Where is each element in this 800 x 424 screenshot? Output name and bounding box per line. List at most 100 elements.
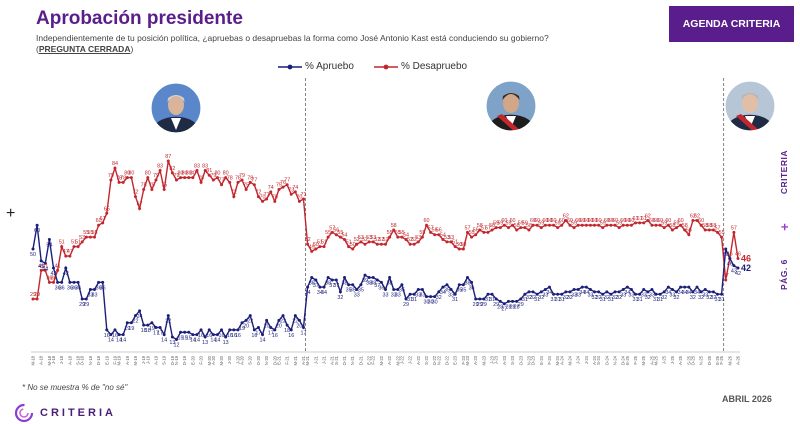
desapruebo-label-164: 58 xyxy=(702,223,708,229)
desapruebo-point-10 xyxy=(72,245,76,249)
apruebo-label-141: 31 xyxy=(608,297,614,303)
apruebo-label-13: 29 xyxy=(83,302,89,308)
apruebo-label-89: 33 xyxy=(395,292,401,298)
apruebo-label-135: 34 xyxy=(583,290,589,296)
desapruebo-label-149: 61 xyxy=(641,216,647,222)
apruebo-label-62: 18 xyxy=(284,328,290,334)
apruebo-point-27 xyxy=(142,323,146,327)
x-tick-label-6: S-18 xyxy=(76,355,81,365)
desapruebo-point-109 xyxy=(478,228,482,232)
apruebo-label-40: 14 xyxy=(194,338,200,344)
apruebo-point-167 xyxy=(716,292,720,296)
apruebo-point-90 xyxy=(400,283,404,287)
desapruebo-label-15: 55 xyxy=(91,230,97,236)
apruebo-label-132: 33 xyxy=(571,292,577,298)
desapruebo-point-96 xyxy=(424,223,428,227)
apruebo-label-3: 44 xyxy=(42,266,48,272)
apruebo-label-125: 33 xyxy=(542,292,548,298)
apruebo-point-99 xyxy=(437,290,441,294)
desapruebo-label-141: 60 xyxy=(608,218,614,224)
desapruebo-label-5: 36 xyxy=(50,275,56,281)
portrait-1-icon xyxy=(150,82,202,134)
desapruebo-point-99 xyxy=(437,233,441,237)
desapruebo-label-30: 79 xyxy=(153,173,159,179)
desapruebo-point-114 xyxy=(498,226,502,230)
apruebo-point-30 xyxy=(154,326,158,330)
x-tick-label-43: O-21 xyxy=(342,355,347,365)
x-tick-label-54: S-22 xyxy=(424,355,429,365)
desapruebo-point-93 xyxy=(412,242,416,246)
apruebo-label-127: 31 xyxy=(551,297,557,303)
apruebo-point-64 xyxy=(293,314,297,318)
desapruebo-label-75: 55 xyxy=(337,230,343,236)
apruebo-label-92: 31 xyxy=(407,297,413,303)
apruebo-label-10: 36 xyxy=(71,285,77,291)
apruebo-point-45 xyxy=(215,333,219,337)
desapruebo-label-23: 80 xyxy=(124,171,130,177)
desapruebo-label-65: 70 xyxy=(296,194,302,200)
apruebo-point-133 xyxy=(576,287,580,291)
desapruebo-label-36: 80 xyxy=(178,171,184,177)
apruebo-point-54 xyxy=(252,328,256,332)
apruebo-label-172: 42 xyxy=(735,271,741,277)
apruebo-point-160 xyxy=(687,285,691,289)
desapruebo-label-121: 58 xyxy=(526,223,532,229)
x-tick-label-96: M-26 xyxy=(727,355,732,365)
apruebo-point-50 xyxy=(236,328,240,332)
x-tick-label-20: N-19 xyxy=(174,355,179,365)
x-tick-label-41: A-21 xyxy=(330,355,335,365)
apruebo-point-146 xyxy=(629,287,633,291)
desapruebo-label-146: 60 xyxy=(628,218,634,224)
agenda-criteria-badge[interactable]: AGENDA CRITERIA xyxy=(669,6,794,42)
x-tick-label-79: O-24 xyxy=(604,355,609,365)
desapruebo-point-163 xyxy=(699,223,703,227)
desapruebo-point-146 xyxy=(629,223,633,227)
desapruebo-point-81 xyxy=(363,242,367,246)
x-tick-label-80: N-24 xyxy=(613,355,618,365)
apruebo-point-108 xyxy=(474,297,478,301)
apruebo-label-42: 13 xyxy=(202,340,208,346)
apruebo-label-36: 15 xyxy=(178,335,184,341)
apruebo-label-57: 20 xyxy=(264,323,270,329)
apruebo-label-34: 13 xyxy=(169,340,175,346)
apruebo-point-67 xyxy=(306,285,310,289)
desapruebo-point-57 xyxy=(265,197,269,201)
desapruebo-label-172: 46 xyxy=(735,252,741,258)
desapruebo-label-22: 78 xyxy=(120,175,126,181)
desapruebo-label-103: 51 xyxy=(452,240,458,246)
apruebo-point-1 xyxy=(35,223,39,227)
apruebo-point-4 xyxy=(47,237,51,241)
desapruebo-label-93: 52 xyxy=(411,237,417,243)
desapruebo-point-115 xyxy=(502,223,506,227)
desapruebo-label-47: 80 xyxy=(223,171,229,177)
subtitle-text: Independientemente de tu posición políti… xyxy=(36,33,549,43)
desapruebo-point-152 xyxy=(654,223,658,227)
apruebo-point-57 xyxy=(265,318,269,322)
apruebo-point-148 xyxy=(638,292,642,296)
x-tick-label-84: M-25 xyxy=(641,355,646,365)
desapruebo-point-78 xyxy=(351,247,355,251)
apruebo-label-131: 32 xyxy=(567,295,573,301)
apruebo-point-82 xyxy=(367,276,371,280)
apruebo-point-131 xyxy=(568,290,572,294)
apruebo-point-60 xyxy=(277,318,281,322)
desapruebo-point-0 xyxy=(31,297,35,301)
desapruebo-point-63 xyxy=(289,192,293,196)
apruebo-point-31 xyxy=(158,326,162,330)
apruebo-label-147: 31 xyxy=(633,297,639,303)
desapruebo-label-44: 79 xyxy=(210,173,216,179)
apruebo-label-148: 31 xyxy=(637,297,643,303)
desapruebo-label-168: 55 xyxy=(719,230,725,236)
desapruebo-point-86 xyxy=(384,242,387,246)
apruebo-label-113: 29 xyxy=(493,302,499,308)
desapruebo-point-160 xyxy=(687,233,691,237)
apruebo-label-11: 36 xyxy=(75,285,81,291)
desapruebo-point-48 xyxy=(228,180,232,184)
desapruebo-label-33: 87 xyxy=(165,154,171,160)
apruebo-point-23 xyxy=(125,321,129,325)
desapruebo-point-131 xyxy=(568,223,572,227)
apruebo-label-56: 14 xyxy=(260,338,266,344)
desapruebo-point-40 xyxy=(195,168,199,172)
x-tick-label-73: A-24 xyxy=(559,355,564,365)
x-tick-label-18: S-19 xyxy=(162,355,167,365)
